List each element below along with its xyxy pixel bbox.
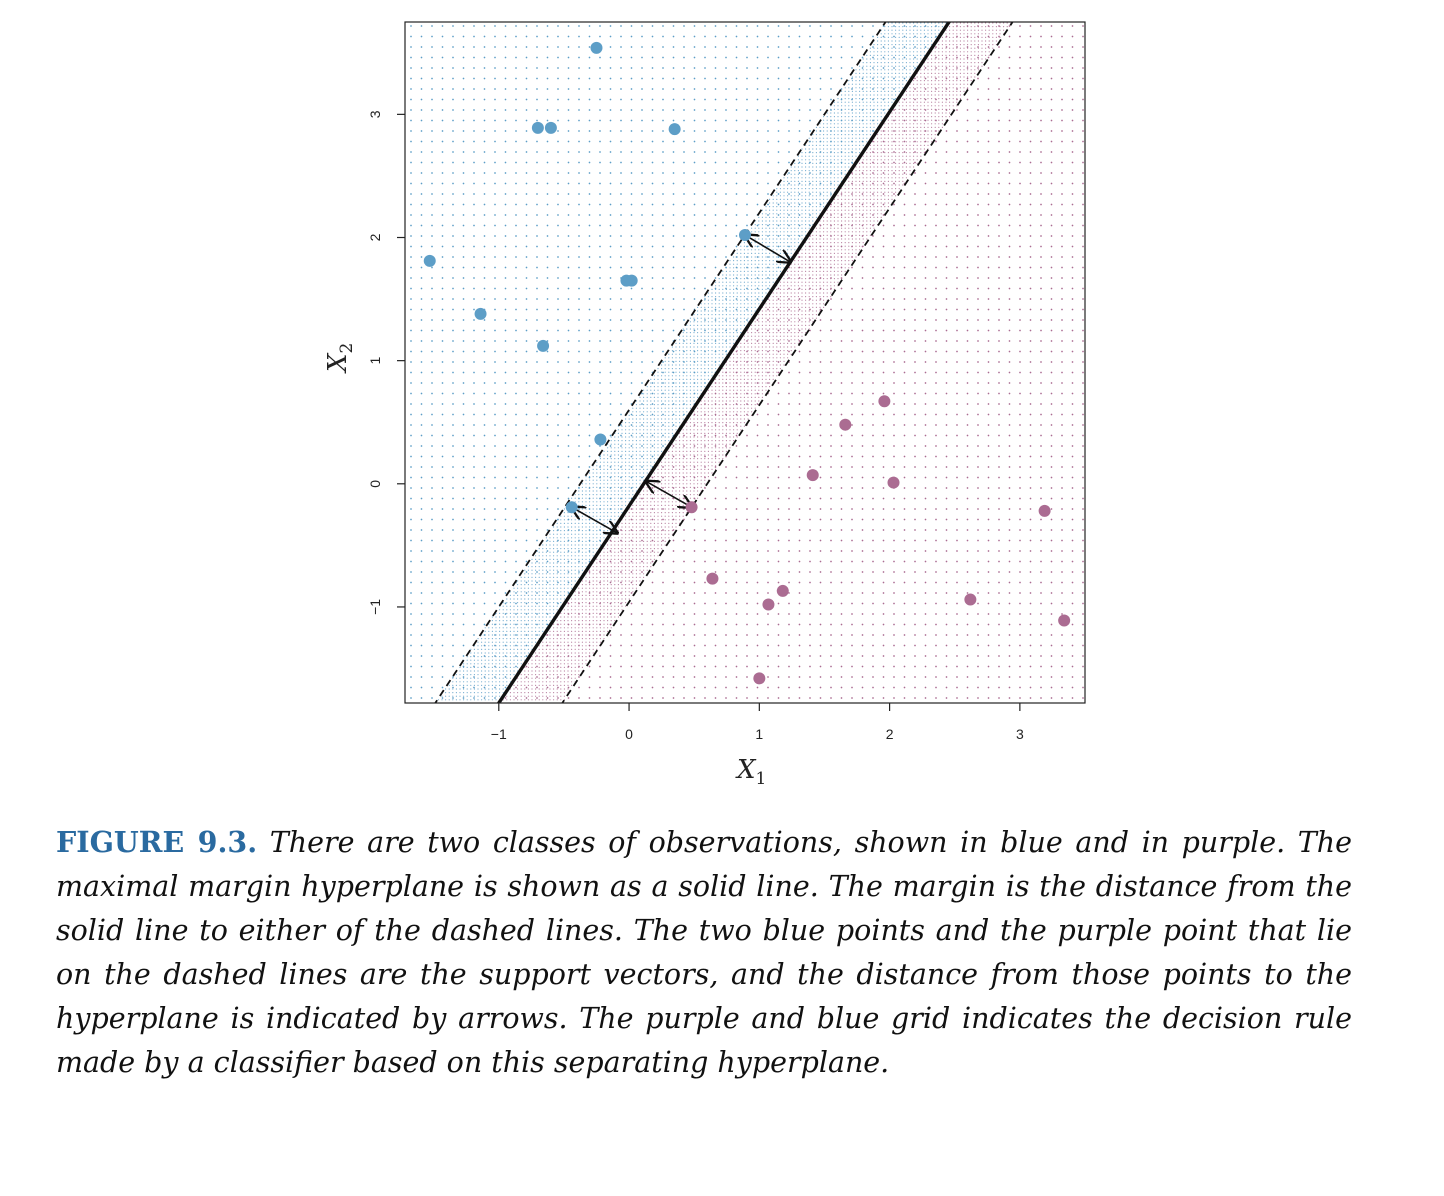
x-tick-label: 0: [625, 726, 633, 742]
purple-point: [1038, 504, 1051, 517]
purple-point: [776, 584, 789, 597]
figure-caption: FIGURE 9.3. There are two classes of obs…: [56, 820, 1352, 1085]
x-tick-label: 1: [755, 726, 763, 742]
purple-point: [839, 418, 852, 431]
blue-point: [625, 274, 638, 287]
purple-point: [806, 469, 819, 482]
grid-dots-blue: [410, 25, 937, 699]
purple-point: [753, 672, 766, 685]
y-axis-title: X2: [323, 343, 357, 374]
blue-point: [565, 501, 578, 514]
blue-point: [544, 121, 557, 134]
blue-point: [423, 254, 436, 267]
figure-label: FIGURE 9.3.: [56, 825, 258, 859]
y-tick-label: 0: [367, 480, 383, 488]
blue-point: [531, 121, 544, 134]
margin-line-lower: [561, 22, 1014, 703]
blue-point: [474, 307, 487, 320]
purple-point: [762, 598, 775, 611]
y-tick-label: 3: [367, 110, 383, 118]
blue-point: [590, 41, 603, 54]
observations: [423, 41, 1071, 685]
blue-point: [739, 229, 751, 242]
purple-point: [706, 572, 719, 585]
margin-dots-blue: [437, 22, 947, 701]
purple-point: [878, 395, 891, 408]
purple-point: [887, 476, 900, 489]
x-tick-label: 2: [886, 726, 894, 742]
y-tick-label: 1: [367, 357, 383, 365]
purple-point: [685, 501, 698, 514]
margin-line-upper: [434, 22, 887, 703]
x-tick-label: 3: [1016, 726, 1024, 742]
margin-arrow: [646, 481, 692, 507]
hyperplane-lines: [434, 22, 1014, 703]
plot-frame: [404, 21, 1086, 704]
purple-point: [1058, 614, 1071, 627]
y-tick-label: −1: [367, 599, 383, 615]
caption-text: There are two classes of observations, s…: [56, 826, 1353, 1079]
blue-point: [537, 339, 550, 352]
grid-dots-purple: [504, 25, 1084, 699]
axes: −1 0 1 2 3 −1 0 1 2 3: [367, 110, 1024, 742]
hyperplane-line: [496, 22, 952, 703]
support-vector-arrows: [572, 235, 791, 533]
decision-grid: [410, 22, 1084, 701]
margin-arrow: [745, 235, 791, 262]
blue-point: [594, 433, 607, 446]
y-tick-label: 2: [367, 233, 383, 241]
x-tick-label: −1: [491, 726, 507, 742]
figure-svg: −1 0 1 2 3 −1 0 1 2 3 X1 X2: [323, 21, 1086, 789]
x-axis-title: X1: [735, 755, 766, 789]
margin-arrow: [572, 507, 618, 533]
blue-point: [668, 123, 681, 136]
purple-point: [964, 593, 977, 606]
